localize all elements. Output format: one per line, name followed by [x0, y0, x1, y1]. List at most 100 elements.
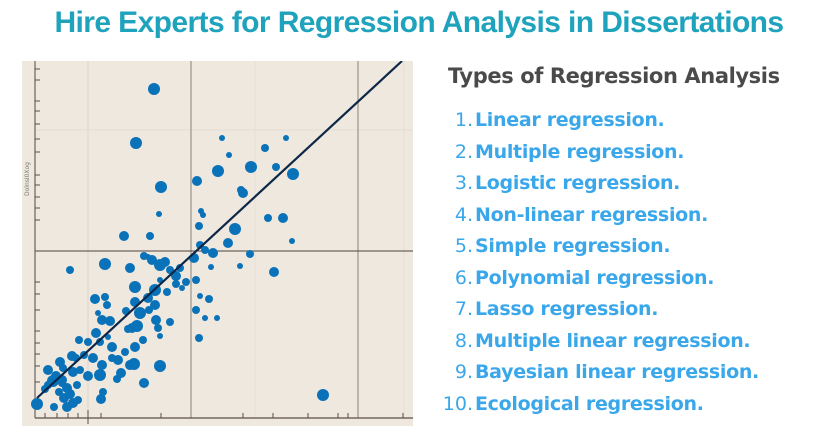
list-item: 9. Bayesian linear regression.	[454, 361, 759, 383]
data-point	[269, 267, 279, 277]
data-point	[68, 367, 78, 377]
data-point	[201, 246, 209, 254]
data-point	[202, 315, 208, 321]
data-point	[154, 324, 162, 332]
data-point	[229, 223, 241, 235]
data-point	[150, 300, 160, 310]
data-point	[130, 137, 142, 149]
data-point	[99, 258, 111, 270]
data-point	[237, 263, 243, 269]
data-point	[139, 378, 149, 388]
data-point	[208, 248, 218, 258]
data-point	[107, 342, 117, 352]
data-point	[156, 211, 162, 217]
data-point	[192, 176, 202, 186]
scatter-plot-svg	[31, 61, 413, 424]
list-heading: Types of Regression Analysis	[448, 64, 780, 88]
data-point	[212, 165, 224, 177]
data-point	[205, 295, 213, 303]
data-point	[97, 360, 107, 370]
data-point	[94, 369, 106, 381]
list-item: 4. Non-linear regression.	[454, 203, 709, 226]
data-point	[73, 381, 81, 389]
data-point	[272, 163, 280, 171]
data-point	[125, 263, 135, 273]
data-point	[116, 368, 126, 378]
scatter-plot: Dolnsi0Xog	[22, 61, 413, 426]
data-point	[62, 402, 72, 412]
data-point	[105, 334, 111, 340]
data-point	[66, 266, 74, 274]
data-point	[91, 328, 101, 338]
data-point	[88, 353, 98, 363]
data-point	[176, 264, 184, 272]
data-point	[55, 357, 65, 367]
data-point	[151, 315, 161, 325]
list-item: 5. Simple regression.	[454, 235, 671, 257]
data-point	[147, 255, 157, 265]
data-point	[50, 403, 58, 411]
data-point	[163, 288, 171, 296]
data-point	[219, 135, 225, 141]
list-item: 8. Multiple linear regression.	[454, 329, 751, 352]
list-item: 7. Lasso regression.	[454, 298, 659, 320]
data-point	[143, 293, 153, 303]
data-point	[130, 342, 140, 352]
data-point	[283, 135, 289, 141]
data-point	[157, 333, 163, 339]
data-point	[264, 214, 272, 222]
regression-line	[36, 61, 403, 399]
data-point	[155, 181, 167, 193]
data-point	[59, 393, 69, 403]
data-point	[84, 338, 92, 346]
data-point	[223, 238, 233, 248]
data-point	[200, 212, 206, 218]
data-point	[127, 323, 137, 333]
data-point	[166, 318, 174, 326]
data-point	[287, 168, 299, 180]
list-item: 10. Ecological regression.	[442, 392, 704, 415]
list-item: 3. Logistic regression.	[454, 172, 681, 194]
data-point	[182, 278, 190, 286]
data-point	[96, 394, 106, 404]
data-point	[192, 306, 200, 314]
data-point	[103, 301, 111, 309]
data-point	[140, 252, 148, 260]
data-point	[172, 280, 180, 288]
data-point	[95, 310, 101, 316]
regression-types-list: 1. Linear regression. 2. Multiple regressi…	[432, 106, 832, 421]
data-point	[121, 348, 129, 356]
data-point	[90, 294, 100, 304]
data-point	[58, 379, 66, 387]
data-point	[157, 277, 163, 283]
data-point	[195, 222, 203, 230]
data-point	[237, 186, 245, 194]
data-point	[226, 152, 232, 158]
data-point	[105, 316, 115, 326]
data-point	[214, 315, 220, 321]
data-point	[67, 351, 77, 361]
data-point	[245, 161, 257, 173]
data-point	[208, 264, 214, 270]
data-point	[195, 334, 203, 342]
data-point	[197, 293, 203, 299]
data-point	[113, 355, 123, 365]
data-point	[97, 315, 107, 325]
data-point	[119, 231, 129, 241]
data-point	[31, 398, 43, 410]
data-point	[261, 144, 269, 152]
y-axis-label: Dolnsi0Xog	[24, 162, 31, 196]
data-point	[129, 281, 141, 293]
data-point	[154, 360, 166, 372]
data-point	[139, 336, 147, 344]
data-point	[83, 371, 93, 381]
data-point	[101, 293, 109, 301]
list-item: 2. Multiple regression.	[454, 140, 685, 163]
page-title: Hire Experts for Regression Analysis in …	[54, 6, 784, 39]
data-point	[171, 271, 181, 281]
data-point	[289, 238, 295, 244]
data-point	[179, 285, 185, 291]
data-point	[160, 257, 170, 267]
data-point	[146, 232, 154, 240]
data-point	[128, 358, 140, 370]
